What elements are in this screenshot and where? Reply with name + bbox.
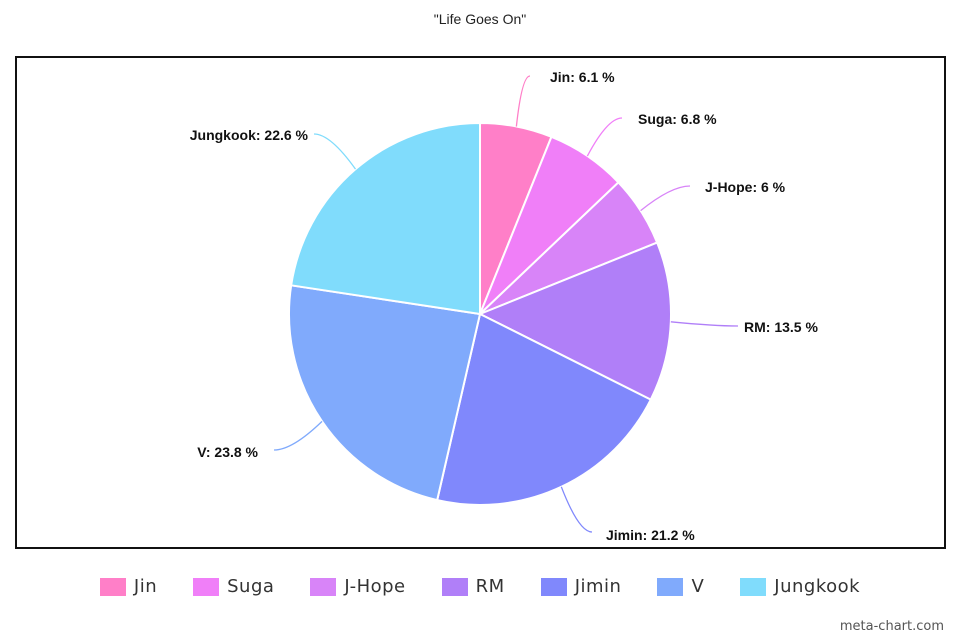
pie-slice-jungkook bbox=[290, 121, 481, 316]
legend: Jin Suga J-Hope RM Jimin V Jungkook bbox=[0, 576, 960, 597]
legend-label-v: V bbox=[691, 576, 705, 597]
legend-label-rm: RM bbox=[475, 576, 505, 597]
slice-label-j-hope: J-Hope: 6 % bbox=[705, 179, 786, 195]
slice-label-jin: Jin: 6.1 % bbox=[550, 69, 615, 85]
leader-line-suga bbox=[586, 117, 623, 157]
legend-item-rm[interactable]: RM bbox=[441, 576, 505, 597]
legend-swatch-jungkook bbox=[740, 577, 767, 596]
pie-slice-v bbox=[288, 284, 482, 502]
slice-labels: Jin: 6.1 % Suga: 6.8 % J-Hope: 6 % RM: 13.5… bbox=[190, 69, 819, 543]
legend-swatch-j-hope bbox=[310, 577, 337, 596]
leader-lines bbox=[273, 75, 739, 533]
legend-label-jin: Jin bbox=[133, 576, 158, 597]
leader-line-v bbox=[273, 420, 323, 451]
legend-label-jungkook: Jungkook bbox=[774, 576, 861, 597]
pie-slice-rm bbox=[477, 241, 672, 401]
legend-item-jin[interactable]: Jin bbox=[99, 576, 158, 597]
legend-swatch-jin bbox=[99, 577, 126, 596]
legend-label-jimin: Jimin bbox=[574, 576, 622, 597]
pie-slices bbox=[288, 121, 672, 506]
slice-label-jungkook: Jungkook: 22.6 % bbox=[190, 127, 309, 143]
leader-line-j-hope bbox=[640, 185, 691, 212]
plot-frame bbox=[15, 56, 946, 549]
leader-line-jungkook bbox=[313, 133, 357, 170]
legend-item-jimin[interactable]: Jimin bbox=[540, 576, 622, 597]
legend-item-jungkook[interactable]: Jungkook bbox=[740, 576, 860, 597]
watermark: meta-chart.com bbox=[839, 619, 944, 634]
legend-label-suga: Suga bbox=[227, 576, 275, 597]
legend-swatch-rm bbox=[441, 577, 468, 596]
legend-item-suga[interactable]: Suga bbox=[193, 576, 274, 597]
slice-label-v: V: 23.8 % bbox=[197, 444, 258, 460]
leader-line-jin bbox=[515, 75, 531, 127]
legend-item-j-hope[interactable]: J-Hope bbox=[310, 576, 405, 597]
leader-line-rm bbox=[670, 321, 739, 327]
slice-label-rm: RM: 13.5 % bbox=[744, 319, 818, 335]
slice-label-jimin: Jimin: 21.2 % bbox=[606, 527, 695, 543]
slice-label-suga: Suga: 6.8 % bbox=[638, 111, 717, 127]
legend-item-v[interactable]: V bbox=[657, 576, 704, 597]
pie-slice-jimin bbox=[435, 312, 653, 506]
chart-title: "Life Goes On" bbox=[433, 11, 527, 27]
legend-swatch-v bbox=[657, 577, 684, 596]
legend-swatch-jimin bbox=[540, 577, 567, 596]
legend-label-j-hope: J-Hope bbox=[344, 576, 406, 597]
legend-swatch-suga bbox=[193, 577, 220, 596]
leader-line-jimin bbox=[560, 486, 593, 533]
